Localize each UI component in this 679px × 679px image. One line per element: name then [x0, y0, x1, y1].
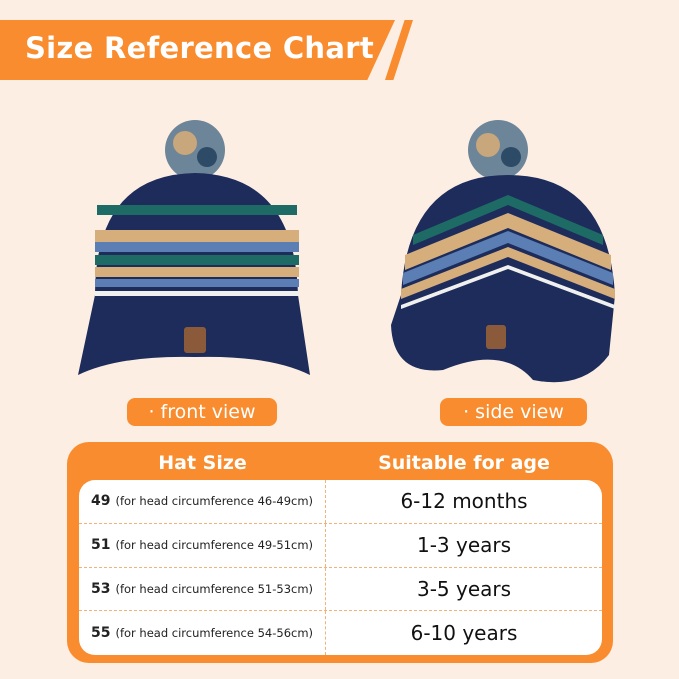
table-row: 49 (for head circumference 46-49cm) 6-12 … [79, 480, 602, 524]
side-hat-image [391, 120, 615, 383]
size-value: 51 [90, 537, 111, 554]
table-row: 55 (for head circumference 54-56cm) 6-10 … [79, 611, 602, 655]
size-note: (for head circumference 49-51cm) [115, 538, 314, 553]
age-value: 3-5 years [416, 576, 512, 601]
header-age: Suitable for age [378, 452, 550, 474]
front-hat-image [78, 120, 310, 375]
front-view-label: · front view [127, 398, 277, 426]
side-view-label: · side view [440, 398, 587, 426]
age-value: 1-3 years [416, 533, 512, 558]
header-hat-size: Hat Size [158, 452, 247, 474]
table-row: 51 (for head circumference 49-51cm) 1-3 y… [79, 523, 602, 568]
table-row: 53 (for head circumference 51-53cm) 3-5 y… [79, 567, 602, 612]
age-value: 6-10 years [410, 621, 518, 646]
size-table: Hat Size Suitable for age 49 (for head ci… [67, 442, 613, 663]
size-value: 49 [90, 493, 111, 510]
title-banner [0, 20, 395, 80]
size-value: 55 [90, 625, 111, 642]
size-note: (for head circumference 46-49cm) [115, 494, 314, 509]
size-value: 53 [90, 580, 111, 597]
age-value: 6-12 months [400, 489, 528, 514]
page-title: Size Reference Chart [25, 31, 374, 65]
size-note: (for head circumference 51-53cm) [115, 581, 314, 596]
size-note: (for head circumference 54-56cm) [115, 626, 314, 641]
